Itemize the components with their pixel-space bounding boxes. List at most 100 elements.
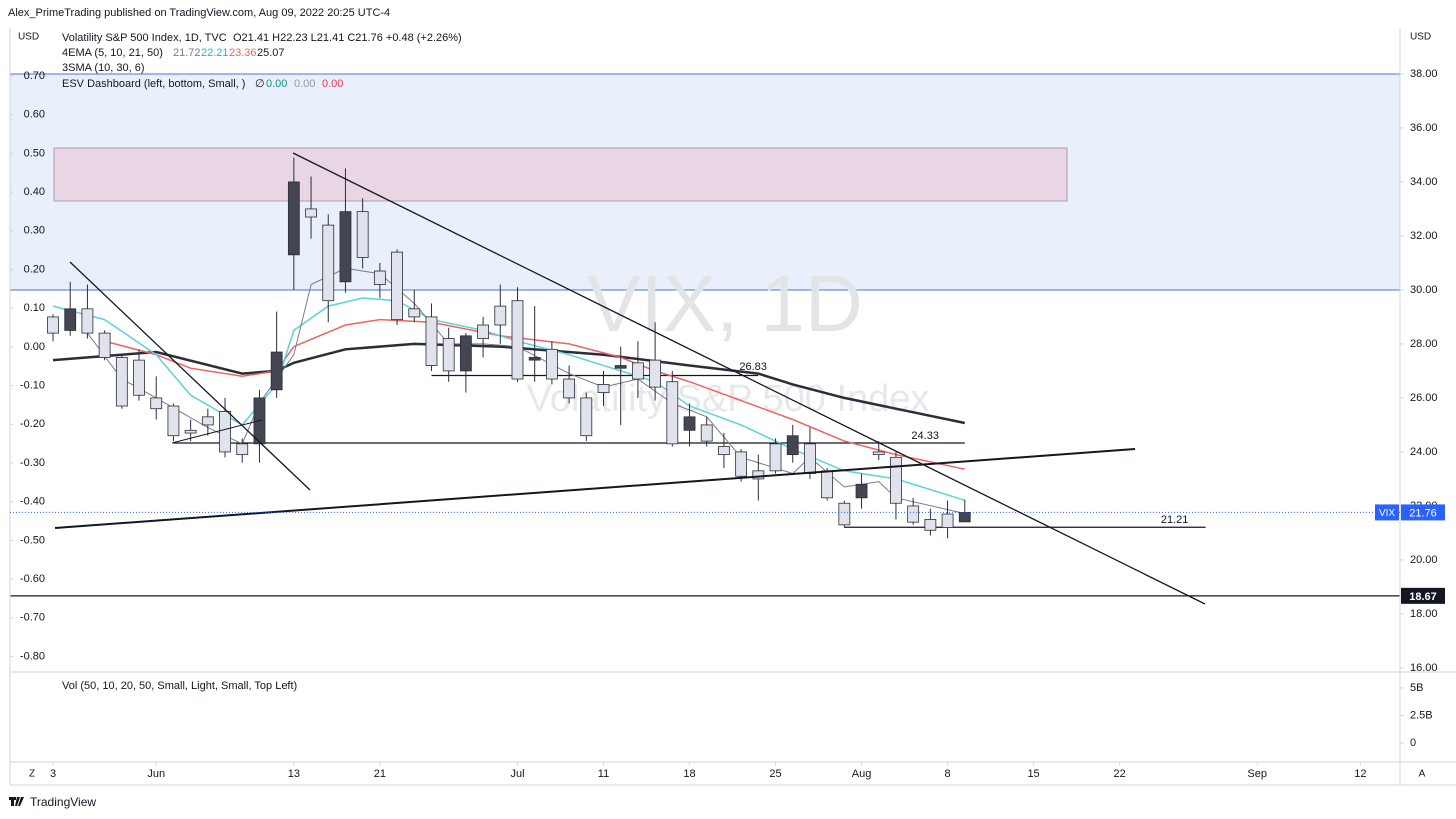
candle-body [958, 512, 971, 523]
legend-vol: Vol (50, 10, 20, 50, Small, Light, Small… [62, 680, 297, 692]
button[interactable]: A [1419, 769, 1426, 780]
watermark: VIX, 1D [587, 259, 863, 348]
candle-body [442, 338, 455, 372]
price-tag [1401, 504, 1445, 521]
level-label: 21.21 [1161, 514, 1189, 526]
candle-body [219, 411, 231, 453]
y-tick-label: 26.00 [1410, 392, 1438, 404]
x-tick-label: 12 [1354, 768, 1366, 780]
y-tick-label: 34.00 [1410, 176, 1438, 188]
y2-tick-label: 0.60 [24, 109, 45, 121]
brand: TradingView [30, 795, 96, 809]
candle-body [459, 335, 472, 372]
y2-tick-label: 0.30 [24, 225, 45, 237]
candle-body [115, 357, 128, 407]
logo [9, 797, 24, 806]
candle-body [184, 429, 197, 434]
candle-body [528, 357, 541, 361]
candle-body [786, 435, 799, 456]
y2-tick-label: -0.20 [20, 418, 45, 430]
x-tick-label: 3 [50, 768, 56, 780]
watermark: Volatility S&P 500 Index [527, 378, 930, 420]
y2-tick-label: -0.50 [20, 534, 45, 546]
x-tick-label: Jun [147, 768, 165, 780]
candle-body [236, 443, 249, 456]
candle-body [804, 443, 816, 474]
y-tick-label: 32.00 [1410, 230, 1438, 242]
candle-body [907, 505, 920, 523]
y-tick-label: 36.00 [1410, 122, 1438, 134]
candle-body [941, 513, 954, 528]
candle-body [597, 384, 610, 393]
candle-body [924, 519, 937, 531]
legend-esv: ∅ [255, 78, 265, 90]
vol-tick-label: 2.5B [1410, 709, 1433, 721]
candle-body [718, 446, 730, 456]
x-tick-label: Aug [852, 768, 872, 780]
candle-body [666, 381, 679, 445]
candle-body [408, 308, 421, 318]
y2-tick-label: 0.10 [24, 302, 45, 314]
button[interactable]: Z [29, 769, 35, 780]
candle-body [580, 397, 593, 437]
legend-sma: 3SMA (10, 30, 6) [62, 62, 145, 74]
candle-body [890, 456, 902, 504]
zone [53, 147, 1068, 202]
candle-body [545, 348, 558, 380]
x-tick-label: 15 [1027, 768, 1039, 780]
y2-tick-label: -0.80 [20, 650, 45, 662]
price-tag-label: 18.67 [1409, 591, 1437, 603]
price-tag-label: 21.76 [1409, 507, 1437, 519]
candle-body [494, 305, 507, 326]
candle-body [769, 443, 782, 472]
ma-line [52, 342, 966, 425]
candle-body [287, 181, 300, 256]
price-tag [1401, 587, 1445, 604]
plot [10, 157, 1400, 597]
candle-body [391, 251, 403, 321]
x-tick-label: 13 [288, 768, 300, 780]
x-tick-label: Jul [510, 768, 524, 780]
candle-body [373, 270, 386, 285]
y2-tick-label: -0.40 [20, 496, 45, 508]
x-tick-label: 25 [769, 768, 781, 780]
y-tick-label: 20.00 [1410, 554, 1438, 566]
level-label: 24.33 [911, 430, 939, 442]
legend-value: 21.72 [173, 47, 201, 59]
candle-body [425, 316, 438, 366]
currency: USD [18, 32, 39, 43]
candle-body [133, 359, 145, 396]
vol-tick-label: 5B [1410, 682, 1423, 694]
candle-body [47, 316, 59, 334]
candle-body [150, 397, 163, 410]
candle-body [64, 308, 77, 331]
candle-body [855, 483, 868, 499]
y-tick-label: 30.00 [1410, 284, 1438, 296]
x-tick-label: 8 [944, 768, 950, 780]
x-tick-label: 18 [683, 768, 695, 780]
candle-body [872, 451, 885, 456]
candle-body [322, 224, 335, 302]
x-tick-label: 21 [374, 768, 386, 780]
y2-tick-label: -0.30 [20, 457, 45, 469]
candle-body [838, 502, 851, 526]
candle-body [356, 211, 369, 258]
candle-body [477, 324, 489, 339]
legend-value: 25.07 [257, 47, 285, 59]
symbol-tag-label: VIX [1379, 508, 1395, 519]
candle-body [649, 359, 662, 388]
legend-ema: 4EMA (5, 10, 21, 50) [62, 47, 163, 59]
legend-symbol: Volatility S&P 500 Index, 1D, TVC [62, 32, 227, 44]
publisher: Alex_PrimeTrading published on TradingVi… [8, 7, 390, 19]
x-tick-label: 11 [598, 768, 609, 780]
x-tick-label: Sep [1247, 768, 1267, 780]
y2-tick-label: 0.70 [24, 70, 45, 82]
candle-body [614, 365, 627, 369]
vol-tick-label: 0 [1410, 737, 1416, 749]
candle-body [167, 405, 180, 437]
candle-body [305, 208, 317, 218]
candle-body [700, 424, 713, 442]
y2-tick-label: -0.70 [20, 612, 45, 624]
candle-body [752, 470, 765, 480]
